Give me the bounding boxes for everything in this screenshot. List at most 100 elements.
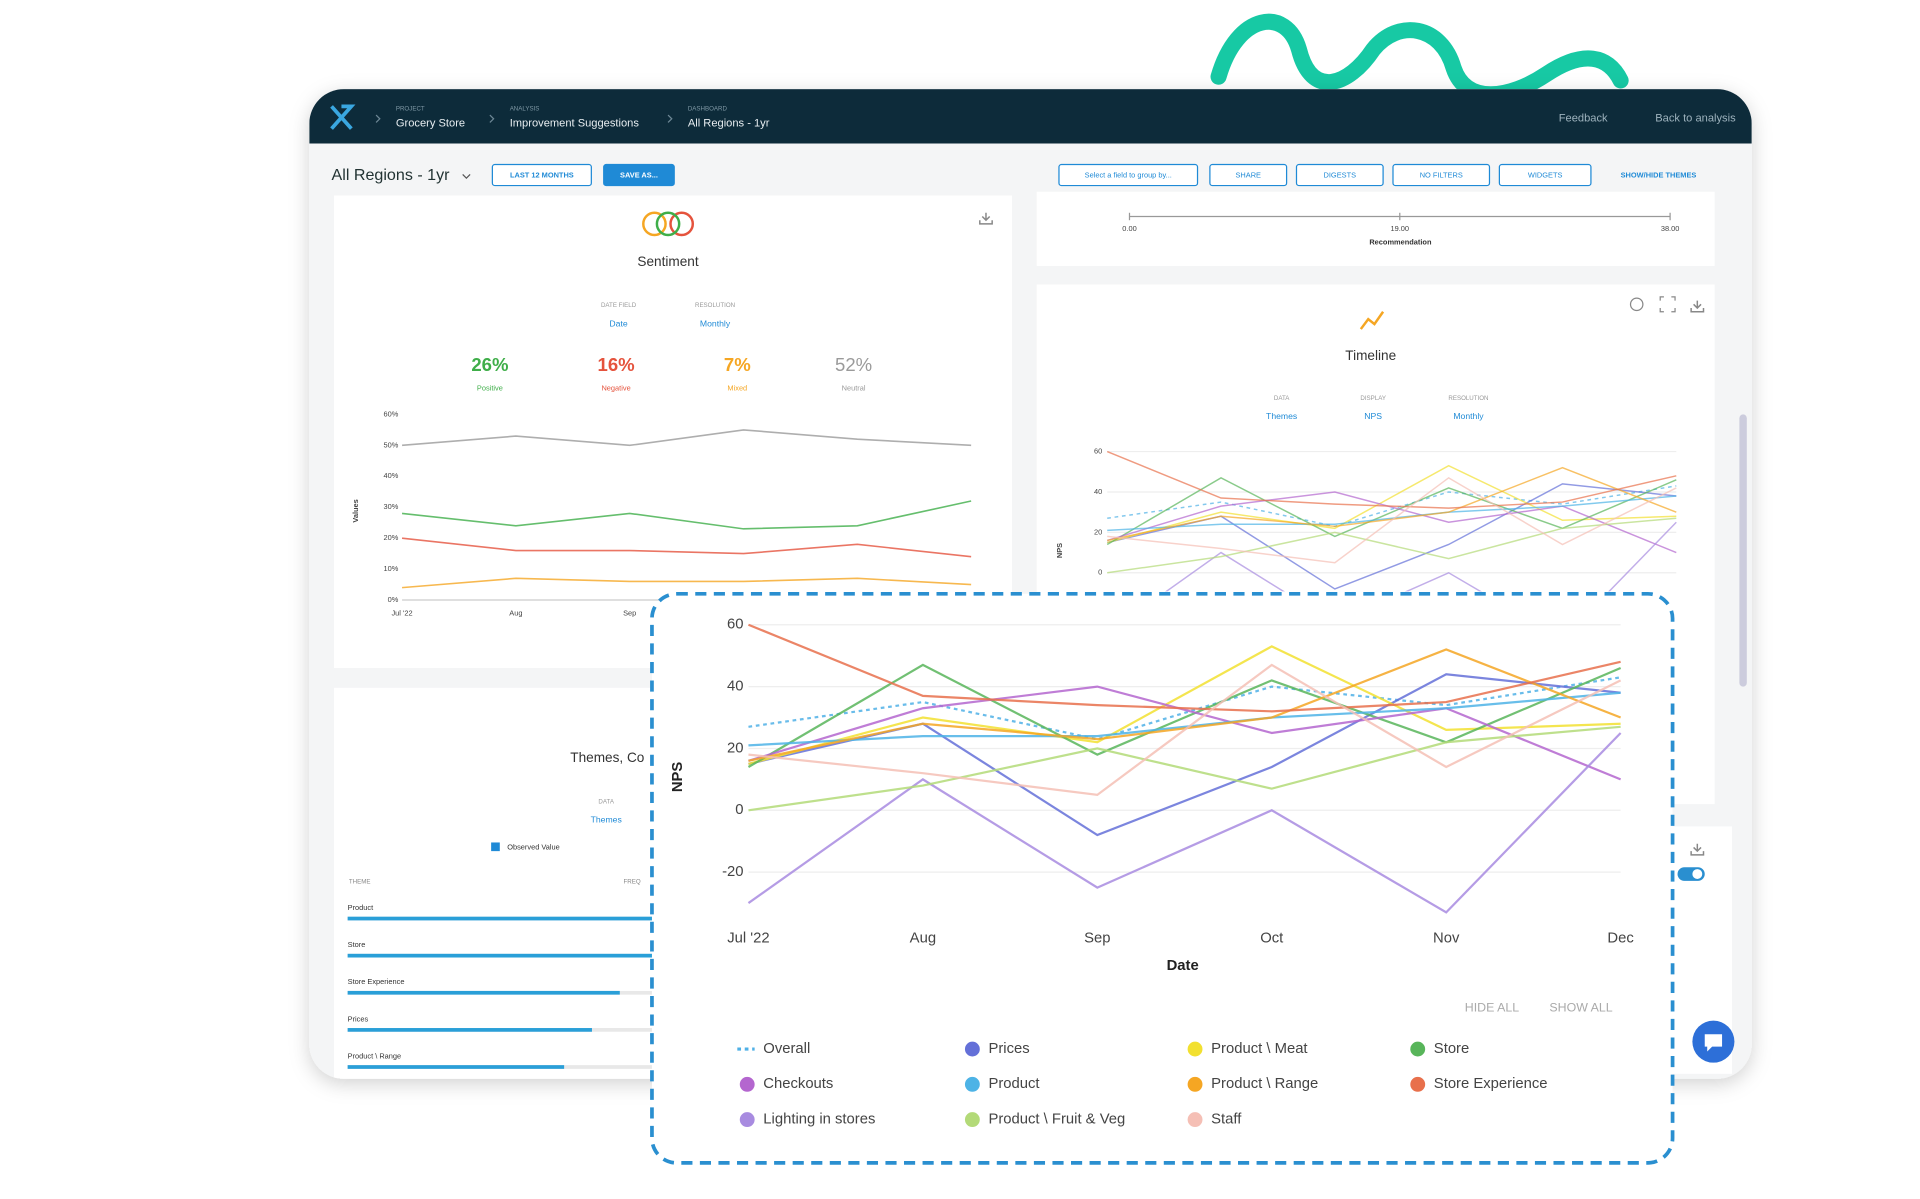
button[interactable]: [491, 163, 592, 187]
stat-value: 52%: [835, 354, 872, 375]
x-tick-label: Aug: [509, 609, 522, 618]
control-value[interactable]: NPS: [1364, 411, 1382, 421]
legend-marker: [1410, 1076, 1426, 1092]
y-tick-label: 0: [1098, 568, 1102, 577]
legend-label[interactable]: Product: [988, 1076, 1040, 1092]
series-line: [401, 577, 972, 589]
stat-value: 7%: [724, 354, 751, 375]
control-value[interactable]: Themes: [1266, 411, 1298, 421]
crumb-caption: ANALYSIS: [510, 105, 540, 112]
control-caption: DATA: [1274, 395, 1290, 402]
legend-action[interactable]: SHOW ALL: [1549, 1001, 1612, 1015]
row-label: Product: [348, 903, 374, 912]
series-line: [1107, 485, 1677, 528]
legend-label[interactable]: Product \ Range: [1211, 1076, 1318, 1092]
stat-label: Negative: [601, 383, 630, 392]
logo: [330, 104, 356, 130]
control-value[interactable]: Monthly: [1453, 411, 1484, 421]
bar: [347, 1028, 592, 1032]
series-line: [748, 685, 1622, 781]
legend-label[interactable]: Checkouts: [763, 1076, 833, 1092]
series-line: [1107, 491, 1677, 554]
series-line: [1107, 476, 1677, 564]
control-value[interactable]: Themes: [591, 814, 623, 824]
expand-icon: [1659, 296, 1676, 313]
tool-label: DIGESTS: [1324, 171, 1357, 180]
x-tick-label: Sep: [623, 609, 636, 618]
download-icon: [979, 212, 993, 225]
crumb[interactable]: Improvement Suggestions: [510, 118, 640, 130]
legend-label[interactable]: Lighting in stores: [763, 1112, 875, 1128]
chevron: [489, 114, 495, 123]
crumb[interactable]: All Regions - 1yr: [688, 118, 770, 130]
stat-label: Mixed: [727, 383, 747, 392]
stat-label: Positive: [477, 383, 503, 392]
crumb[interactable]: Grocery Store: [396, 118, 465, 130]
panel-title: Sentiment: [637, 254, 698, 269]
legend-label: Observed Value: [507, 842, 560, 851]
tool-button[interactable]: [1392, 163, 1491, 187]
legend-label[interactable]: Product \ Meat: [1211, 1041, 1308, 1057]
series-line: [1107, 495, 1677, 532]
control-value[interactable]: Date: [609, 318, 627, 328]
themes-toggle[interactable]: SHOW/HIDE THEMES: [1621, 171, 1697, 180]
chat-icon: [1704, 1034, 1723, 1052]
top-nav: [309, 89, 1752, 144]
series-line: [748, 676, 1621, 741]
y-axis-label: NPS: [670, 762, 686, 793]
column-header: FREQ: [624, 879, 641, 886]
row-label: Prices: [348, 1014, 369, 1023]
y-tick-label: 20%: [384, 533, 399, 542]
series-line: [747, 663, 1622, 768]
tool-button[interactable]: [1209, 163, 1288, 187]
tool-label: Select a field to group by...: [1085, 171, 1172, 180]
bar: [347, 916, 657, 921]
y-tick-label: 60: [727, 617, 744, 633]
legend-marker: [964, 1112, 980, 1128]
button[interactable]: [603, 163, 675, 187]
control-caption: DISPLAY: [1360, 395, 1386, 402]
row-label: Store: [348, 940, 366, 949]
x-tick-label: 0.00: [1122, 224, 1136, 233]
x-tick-label: Jul '22: [391, 609, 412, 618]
legend-marker: [964, 1041, 980, 1057]
dashboard-title[interactable]: All Regions - 1yr: [332, 166, 451, 184]
row-label: Store Experience: [348, 977, 405, 986]
y-tick-label: 60%: [384, 409, 399, 418]
legend-marker: [1187, 1076, 1203, 1092]
y-tick-label: 20: [1094, 527, 1102, 536]
y-tick-label: 30%: [384, 502, 399, 511]
series-line: [1165, 521, 1677, 592]
legend-label[interactable]: Overall: [763, 1041, 810, 1057]
y-tick-label: 10%: [384, 564, 399, 573]
tool-button[interactable]: [1498, 163, 1592, 187]
timeline-icon: [1359, 311, 1385, 330]
x-tick-label: Aug: [910, 930, 936, 946]
control-caption: DATA: [598, 798, 614, 805]
legend-swatch: [491, 842, 500, 852]
legend-label[interactable]: Prices: [988, 1041, 1029, 1057]
panel-title: Timeline: [1345, 348, 1396, 363]
back-link[interactable]: Back to analysis: [1655, 113, 1736, 125]
y-tick-label: 40%: [384, 471, 399, 480]
y-tick-label: 50%: [384, 440, 399, 449]
bar: [347, 1065, 565, 1069]
legend-action[interactable]: HIDE ALL: [1465, 1001, 1519, 1015]
chevron: [375, 114, 381, 123]
legend-label[interactable]: Store: [1434, 1041, 1469, 1057]
legend-label[interactable]: Store Experience: [1434, 1076, 1548, 1092]
tool-button[interactable]: [1058, 163, 1199, 187]
legend-marker: [1410, 1041, 1426, 1057]
tool-button[interactable]: [1295, 163, 1384, 187]
column-header: THEME: [349, 879, 371, 886]
series-line: [1106, 450, 1677, 509]
x-tick-label: Oct: [1260, 930, 1284, 946]
control-value[interactable]: Monthly: [700, 318, 731, 328]
y-tick-label: 0: [735, 802, 743, 818]
legend-label[interactable]: Product \ Fruit & Veg: [988, 1112, 1125, 1128]
series-line: [401, 429, 972, 447]
feedback-link[interactable]: Feedback: [1559, 113, 1608, 125]
series-line: [748, 648, 1622, 762]
legend-label[interactable]: Staff: [1211, 1112, 1242, 1128]
